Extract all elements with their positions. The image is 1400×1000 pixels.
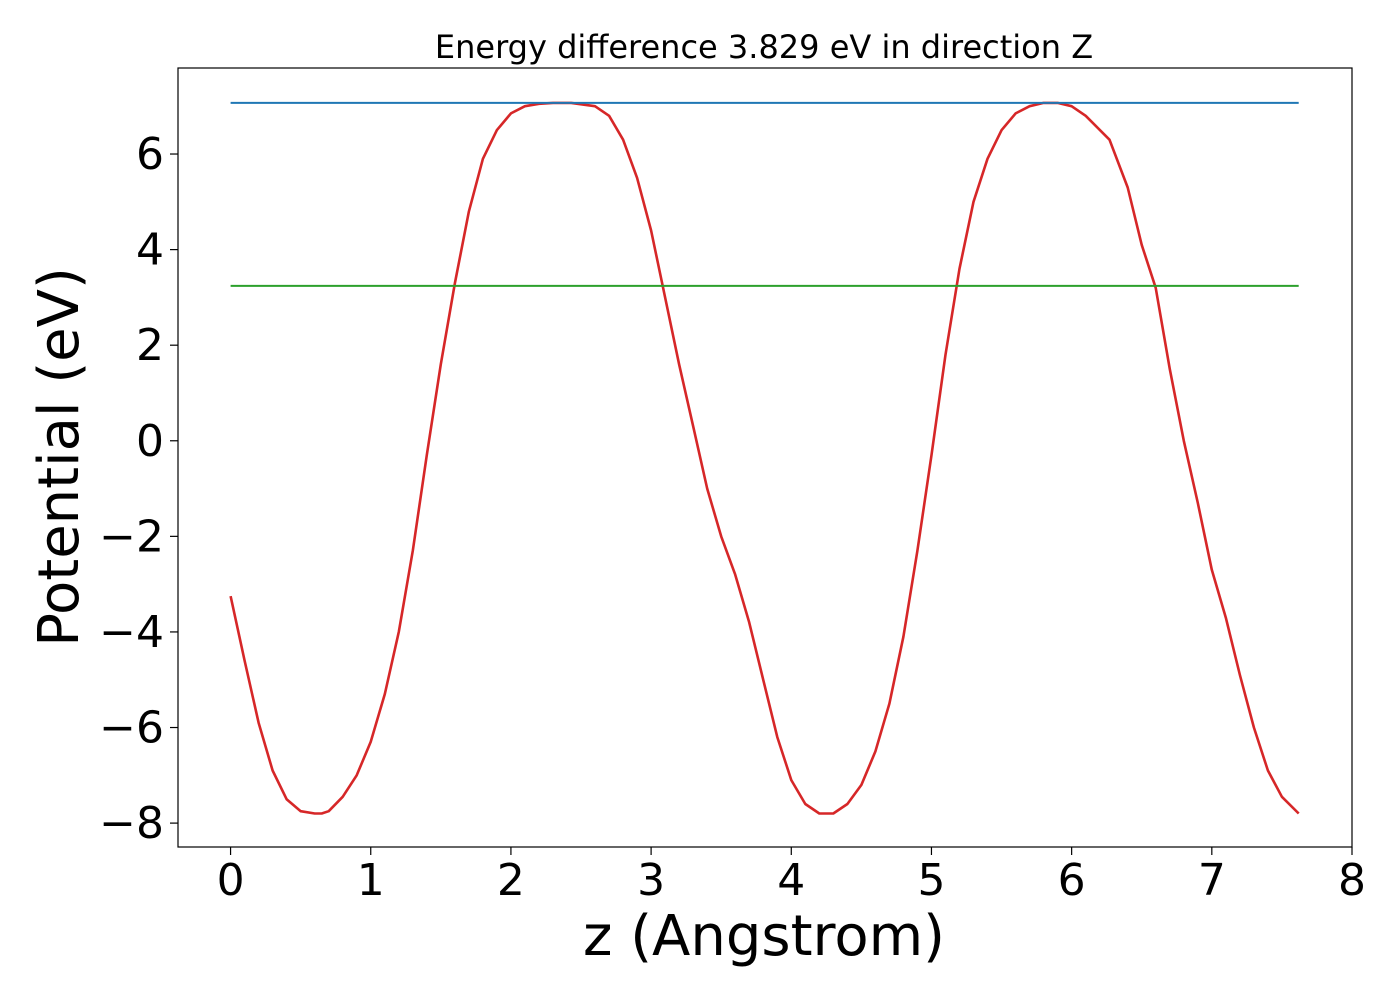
potential-line [229,101,1300,815]
chart-title: Energy difference 3.829 eV in direction … [435,28,1093,66]
y-tick-label: 4 [136,225,164,276]
y-tick-label: 0 [136,416,164,467]
x-axis-label: z (Angstrom) [583,904,945,969]
x-tick-label: 8 [1338,855,1366,906]
x-tick-label: 0 [217,855,245,906]
x-tick-label: 5 [917,855,945,906]
x-tick-label: 6 [1058,855,1086,906]
series-layer [229,101,1300,815]
x-tick-label: 7 [1198,855,1226,906]
y-tick-label: −8 [99,798,164,849]
y-tick-label: −4 [99,607,164,658]
y-tick-label: −2 [99,511,164,562]
x-tick-label: 1 [357,855,385,906]
x-tick-label: 4 [777,855,805,906]
y-tick-label: 6 [136,129,164,180]
y-axis-ticks: −8 −6 −4 −2 0 2 4 6 [99,129,178,849]
x-axis-ticks: 0 1 2 3 4 5 6 7 8 [217,847,1366,906]
plot-frame [177,67,1353,848]
x-tick-label: 3 [637,855,665,906]
x-tick-label: 2 [497,855,525,906]
y-tick-label: −6 [99,703,164,754]
y-tick-label: 2 [136,320,164,371]
y-axis-label: Potential (eV) [27,267,92,647]
